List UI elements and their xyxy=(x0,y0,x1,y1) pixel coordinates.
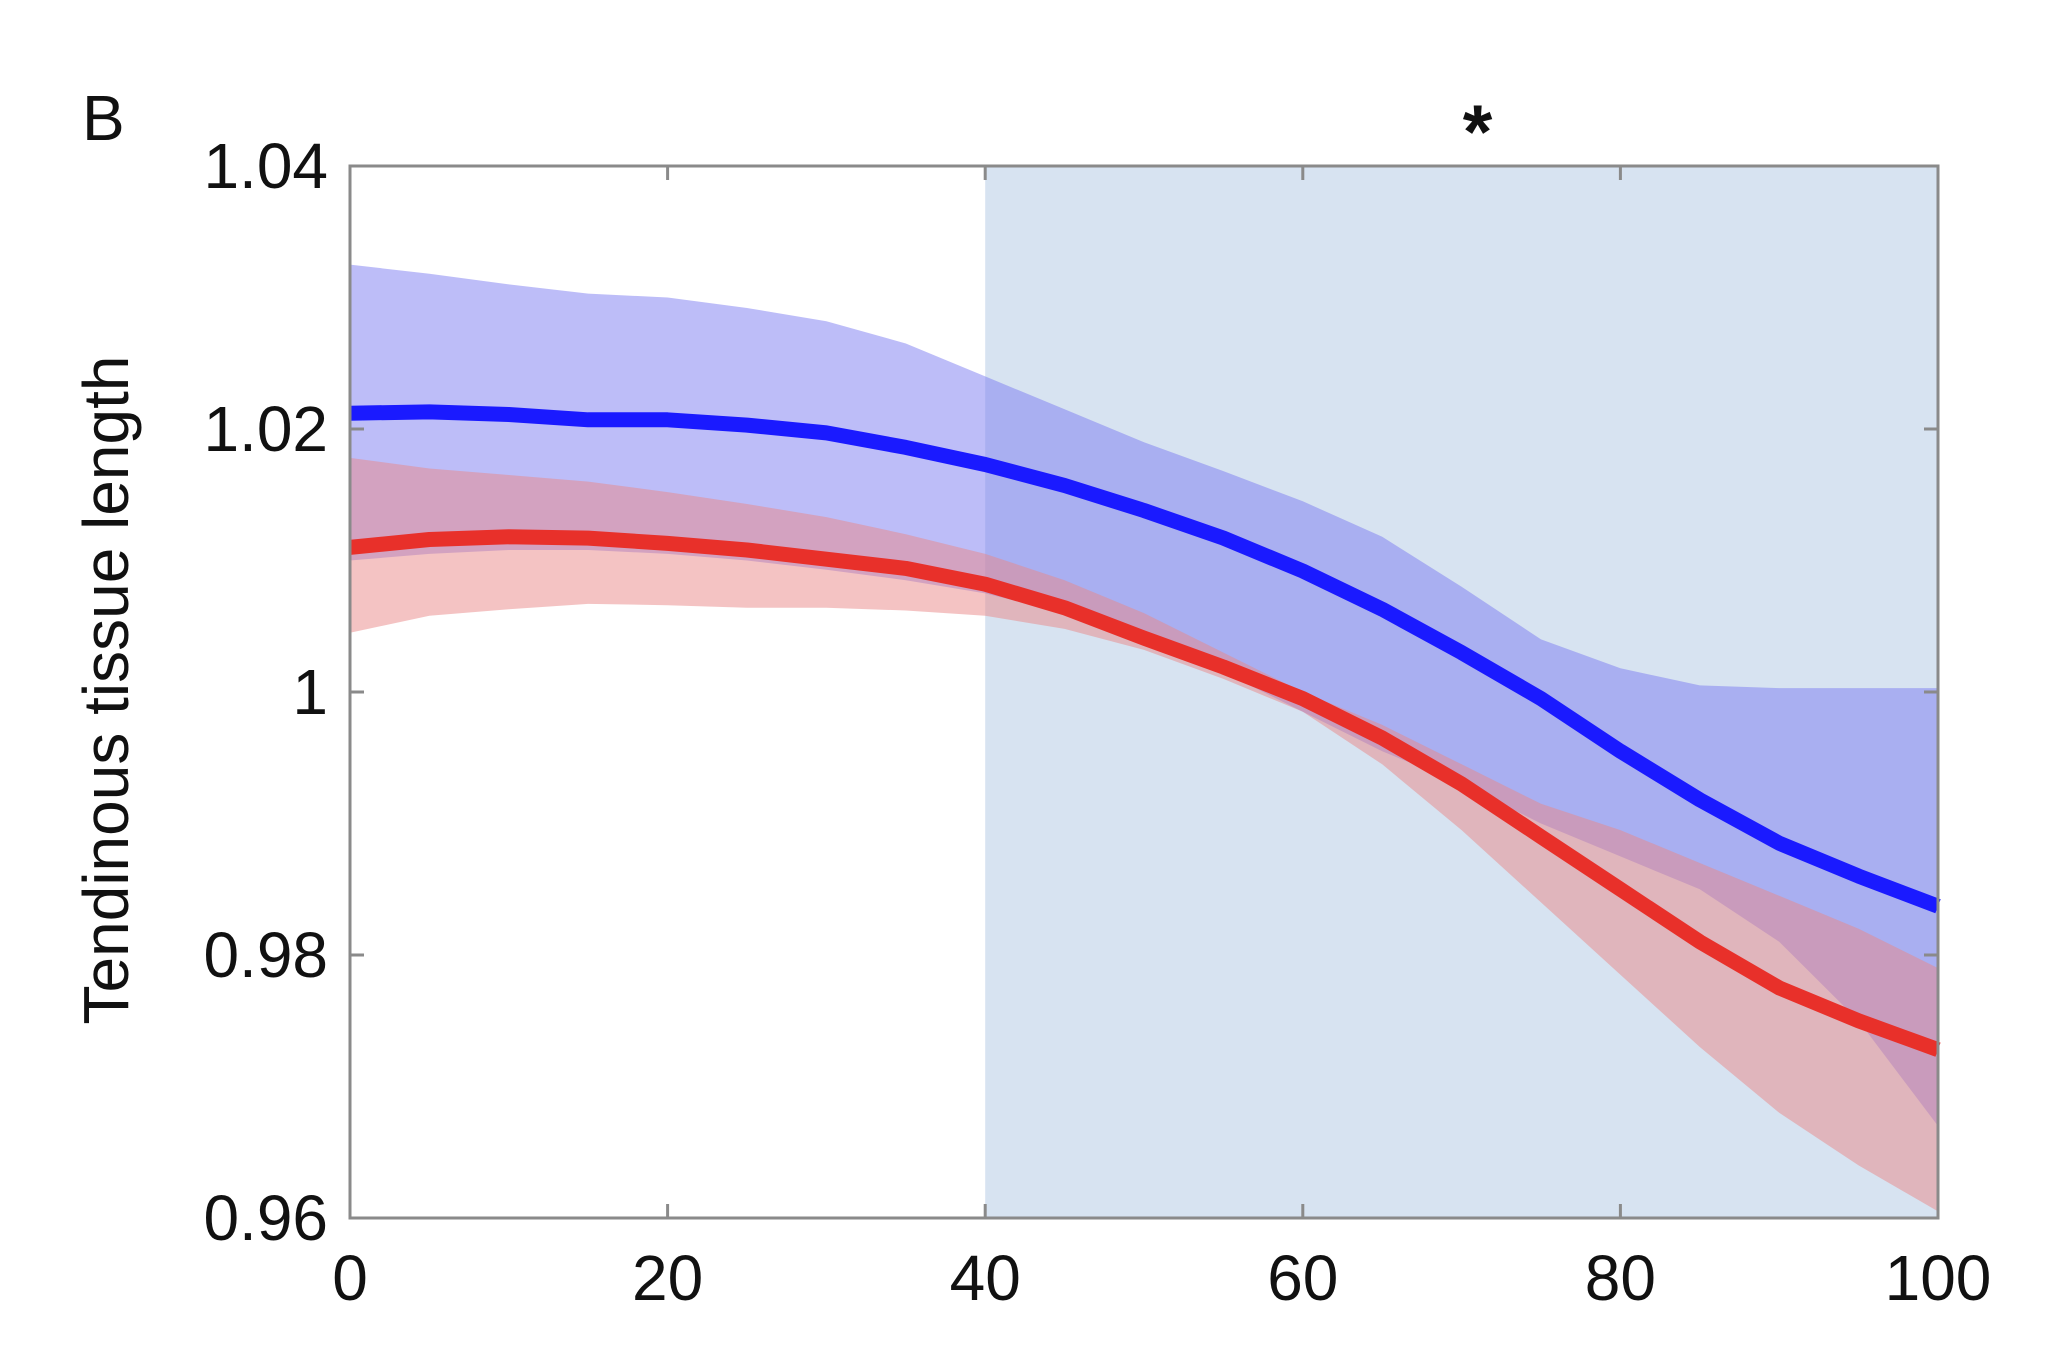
x-tick-label: 60 xyxy=(1267,1242,1338,1314)
panel-label: B xyxy=(82,82,125,154)
series-line-1 xyxy=(349,404,1941,914)
x-tick-label: 20 xyxy=(632,1242,703,1314)
y-tick-label: 1.02 xyxy=(203,393,328,465)
axes: 0 20 40 60 80 100 0.96 0.98 1 1.02 1.04 * xyxy=(203,90,1991,1314)
x-tick-label: 80 xyxy=(1585,1242,1656,1314)
y-tick-label: 1.04 xyxy=(203,130,328,202)
plot-area xyxy=(349,166,1941,1218)
y-tick-label: 1 xyxy=(292,656,328,728)
y-axis-title: Tendinous tissue length xyxy=(70,356,142,1025)
y-tick-label: 0.96 xyxy=(203,1182,328,1254)
y-tick-label: 0.98 xyxy=(203,919,328,991)
x-tick-label: 40 xyxy=(950,1242,1021,1314)
x-tick-label: 0 xyxy=(332,1242,368,1314)
significance-asterisk: * xyxy=(1463,90,1493,175)
x-tick-label: 100 xyxy=(1885,1242,1992,1314)
series-line-2 xyxy=(349,529,1941,1057)
confidence-band-1 xyxy=(350,264,1938,1127)
